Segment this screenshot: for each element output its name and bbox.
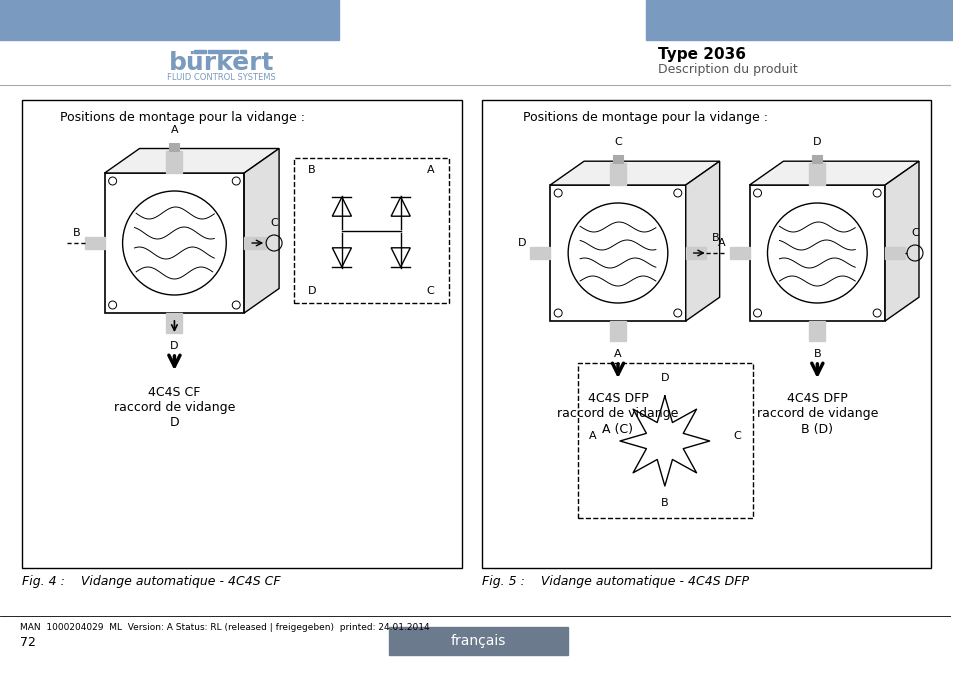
Bar [609,321,625,341]
Text: MAN  1000204029  ML  Version: A Status: RL (released | freigegeben)  printed: 24: MAN 1000204029 ML Version: A Status: RL … [20,623,429,633]
Bar [685,247,705,259]
Text: B: B [72,228,80,238]
Bar [208,50,238,53]
Text: D: D [308,286,315,296]
Text: 72: 72 [20,637,36,649]
Text: raccord de vidange: raccord de vidange [756,407,877,421]
Text: Positions de montage pour la vidange :: Positions de montage pour la vidange : [523,112,767,125]
Text: D: D [170,341,178,351]
Polygon shape [749,162,918,185]
Bar [884,247,904,259]
Bar [166,151,182,173]
Text: raccord de vidange: raccord de vidange [113,402,234,415]
Text: D: D [517,238,526,248]
Bar [388,627,568,655]
Bar [812,155,821,163]
Polygon shape [685,162,719,321]
Polygon shape [884,162,918,321]
Text: D: D [170,417,179,429]
Bar [749,185,884,321]
Text: C: C [270,218,277,228]
Bar [578,363,752,518]
Text: A (C): A (C) [602,423,633,435]
Text: C: C [910,228,918,238]
Text: 4C4S DFP: 4C4S DFP [587,392,648,406]
Text: Positions de montage pour la vidange :: Positions de montage pour la vidange : [60,112,305,125]
Bar [613,155,622,163]
Text: B: B [813,349,821,359]
Text: B: B [711,233,719,243]
Polygon shape [550,162,719,185]
Text: Fig. 4 :    Vidange automatique - 4C4S CF: Fig. 4 : Vidange automatique - 4C4S CF [22,575,280,588]
Bar [645,0,953,40]
Text: C: C [614,137,621,147]
Bar [166,313,182,333]
Circle shape [123,191,226,295]
Text: Fig. 5 :    Vidange automatique - 4C4S DFP: Fig. 5 : Vidange automatique - 4C4S DFP [482,575,749,588]
Text: B: B [308,165,315,175]
Text: 4C4S CF: 4C4S CF [148,386,200,400]
Text: C: C [426,286,434,296]
Bar [22,100,462,568]
Text: 4C4S DFP: 4C4S DFP [786,392,847,406]
Text: B: B [660,498,668,508]
Text: français: français [450,634,506,648]
Bar [482,100,930,568]
Text: A: A [717,238,724,248]
Bar [170,143,179,151]
Bar [609,163,625,185]
Bar [294,158,448,303]
Polygon shape [244,149,279,313]
Text: B (D): B (D) [801,423,833,435]
Text: FLUID CONTROL SYSTEMS: FLUID CONTROL SYSTEMS [167,73,275,81]
Text: bürkert: bürkert [169,51,274,75]
Bar [244,237,266,249]
Bar [550,185,685,321]
Text: raccord de vidange: raccord de vidange [557,407,678,421]
Text: A: A [614,349,621,359]
Bar [194,50,206,53]
Text: C: C [733,431,740,441]
Bar [105,173,244,313]
Text: A: A [589,431,597,441]
Text: Description du produit: Description du produit [658,63,797,75]
Bar [808,321,824,341]
Polygon shape [105,149,279,173]
Text: Type 2036: Type 2036 [658,48,745,63]
Text: A: A [171,125,178,135]
Circle shape [568,203,667,303]
Bar [240,50,246,53]
Bar [729,247,749,259]
Bar [0,0,338,40]
Bar [808,163,824,185]
Text: A: A [426,165,434,175]
Bar [530,247,550,259]
Text: D: D [812,137,821,147]
Text: D: D [659,373,668,383]
Bar [85,237,105,249]
Circle shape [767,203,866,303]
